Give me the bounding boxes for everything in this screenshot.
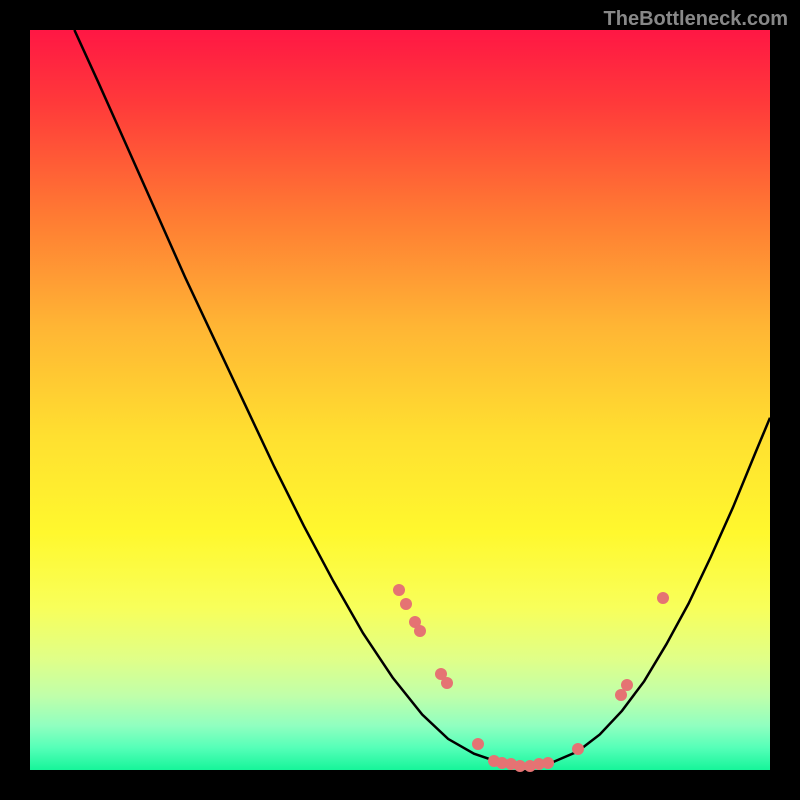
chart-area	[30, 30, 770, 770]
watermark-text: TheBottleneck.com	[604, 8, 788, 31]
data-marker	[441, 677, 453, 689]
data-marker	[400, 598, 412, 610]
data-marker	[572, 743, 584, 755]
data-marker	[414, 625, 426, 637]
bottleneck-curve	[30, 30, 770, 770]
data-marker	[621, 679, 633, 691]
data-marker	[542, 757, 554, 769]
data-marker	[472, 738, 484, 750]
data-marker	[393, 584, 405, 596]
data-marker	[657, 592, 669, 604]
